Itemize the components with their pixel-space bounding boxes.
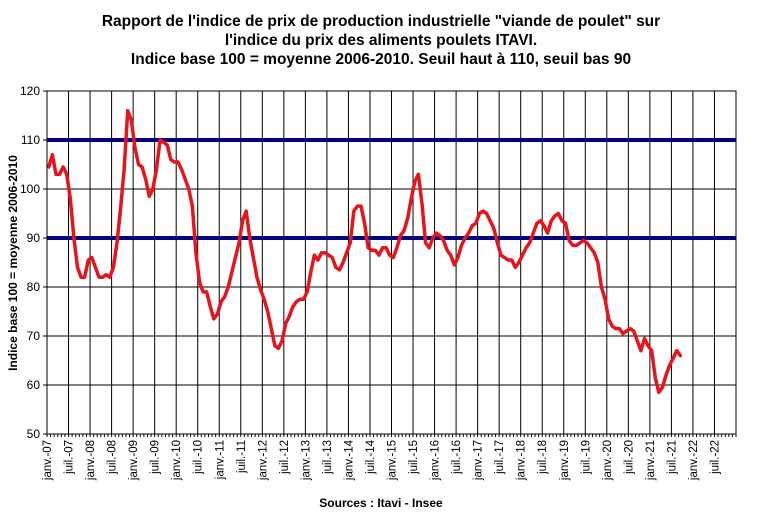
x-tick-label: janv.-13 <box>300 440 312 481</box>
x-tick-label: juil.-20 <box>623 440 635 475</box>
x-tick-label: juil.-17 <box>494 440 506 475</box>
series-group <box>47 108 683 395</box>
chart-title: Rapport de l'indice de prix de productio… <box>0 12 762 69</box>
x-tick-label: janv.-22 <box>688 440 700 481</box>
x-tick-label: juil.-16 <box>451 440 463 475</box>
y-tick-label: 80 <box>27 280 41 294</box>
x-tick-label: janv.-17 <box>473 440 485 481</box>
x-tick-label: juil.-14 <box>365 439 377 474</box>
y-tick-label: 100 <box>20 182 40 196</box>
y-tick-label: 70 <box>27 329 41 343</box>
chart-title-line-1: Rapport de l'indice de prix de productio… <box>101 13 661 30</box>
x-tick-label: juil.-19 <box>580 440 592 475</box>
x-tick-label: juil.-18 <box>537 440 549 475</box>
x-tick-label: juil.-12 <box>279 440 291 475</box>
source-note: Sources : Itavi - Insee <box>319 496 443 510</box>
series-line <box>47 108 683 395</box>
x-tick-label: janv.-21 <box>645 440 657 481</box>
x-tick-label: janv.-15 <box>387 440 399 481</box>
x-tick-label: janv.-09 <box>128 440 140 481</box>
x-tick-label: juil.-21 <box>666 440 678 475</box>
y-tick-label: 60 <box>27 378 41 392</box>
x-tick-label: janv.-16 <box>430 440 442 481</box>
x-tick-label: janv.-14 <box>343 439 355 481</box>
x-tick-labels: janv.-07 juil.-07 janv.-08 juil.-08 janv.-09… <box>42 439 721 481</box>
x-tick-label: juil.-10 <box>193 440 205 475</box>
x-tick-label: juil.-11 <box>236 440 248 474</box>
x-tick-label: janv.-19 <box>559 440 571 481</box>
x-tick-label: janv.-08 <box>85 440 97 481</box>
x-tick-label: janv.-10 <box>171 440 183 481</box>
x-tick-label: juil.-08 <box>107 440 119 475</box>
x-tick-label: janv.-11 <box>214 440 226 480</box>
axes <box>43 90 737 437</box>
chart-title-line-2: l'indice du prix des aliments poulets IT… <box>224 32 538 49</box>
y-tick-label: 110 <box>21 133 40 147</box>
x-tick-label: juil.-13 <box>322 440 334 475</box>
y-tick-labels: 50 60 70 80 90 100 110 120 <box>20 84 40 441</box>
x-tick-label: juil.-09 <box>150 440 162 475</box>
x-tick-label: janv.-18 <box>516 440 528 481</box>
chart-title-line-3: Indice base 100 = moyenne 2006-2010. Seu… <box>130 51 632 68</box>
x-tick-label: janv.-20 <box>602 440 614 481</box>
x-tick-label: janv.-07 <box>42 440 54 481</box>
y-tick-label: 120 <box>20 84 40 98</box>
x-tick-label: janv.-12 <box>257 440 269 481</box>
grid-lines <box>46 90 737 435</box>
x-tick-label: juil.-15 <box>408 440 420 475</box>
x-tick-label: juil.-22 <box>709 440 721 475</box>
y-tick-label: 50 <box>27 427 41 441</box>
x-tick-label: juil.-07 <box>64 440 76 475</box>
y-tick-label: 90 <box>27 231 41 245</box>
